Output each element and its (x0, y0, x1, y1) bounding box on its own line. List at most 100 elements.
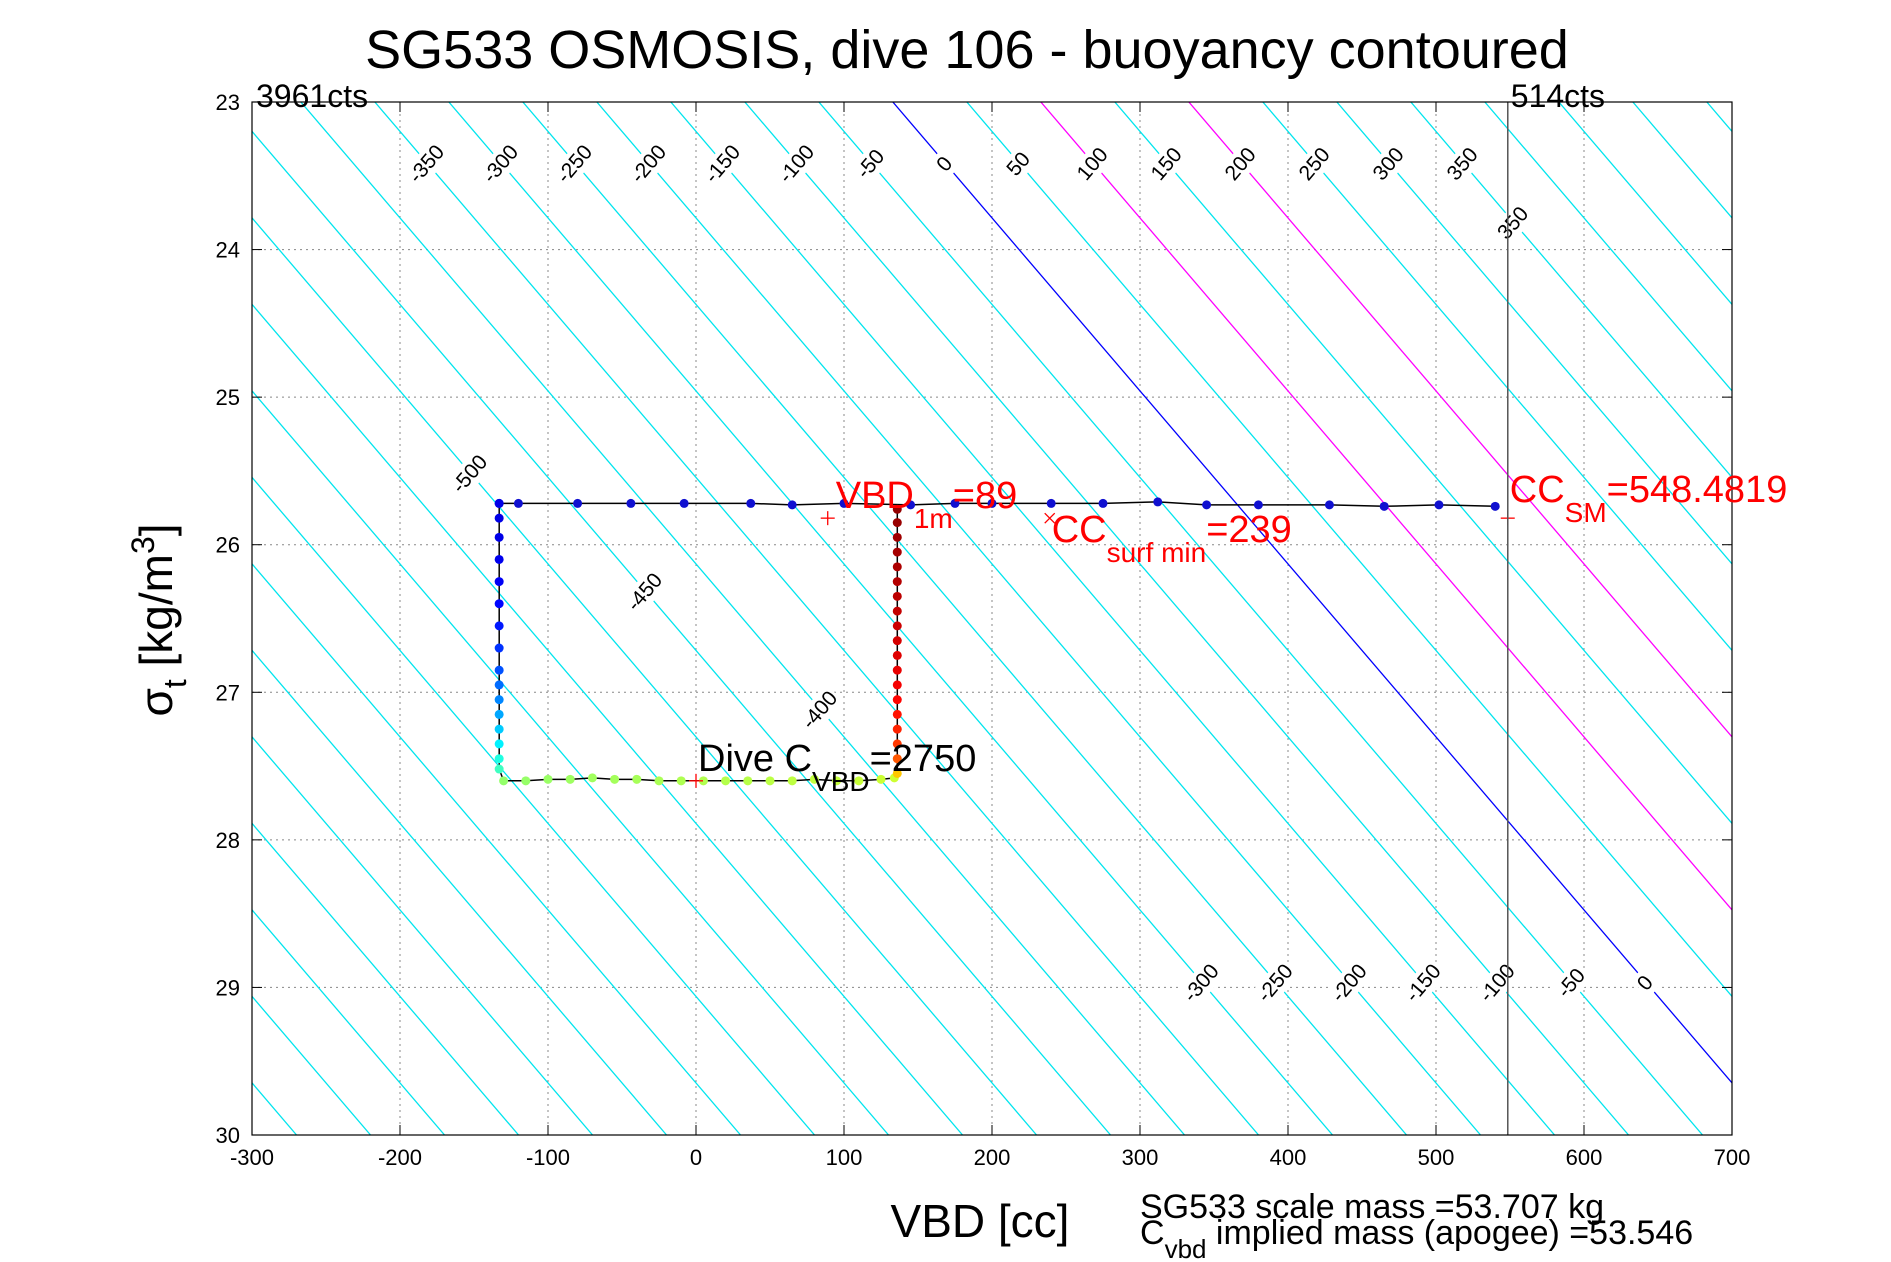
y-tick-label: 27 (216, 680, 240, 705)
surface-point (679, 498, 689, 508)
contour-line (1484, 102, 1732, 392)
ascent-point (892, 562, 902, 572)
bottom-point (521, 776, 531, 786)
ascent-point (892, 504, 902, 514)
vbd-1m-sub: 1m (914, 503, 953, 534)
contour-label-bg (402, 138, 452, 190)
surface-point (1434, 500, 1444, 510)
contour-line-highlight (1188, 102, 1732, 738)
contour-line (596, 102, 1482, 1135)
ascent-point (892, 680, 902, 690)
surface-point (626, 498, 636, 508)
x-tick-label: -200 (378, 1145, 422, 1170)
descent-point (494, 621, 504, 631)
cc-sm-value: =548.4819 (1607, 469, 1788, 511)
contour-label-bg (795, 684, 845, 736)
dive-cvbd-annotation: Dive CVBD=2750 (698, 738, 976, 797)
contour-label-bg (1630, 969, 1660, 998)
x-tick-label: 100 (826, 1145, 863, 1170)
bottom-point (787, 776, 797, 786)
descent-point (494, 577, 504, 587)
descent-point (494, 498, 504, 508)
cc-surf-min-value: =239 (1206, 509, 1292, 551)
contour-line (522, 102, 1408, 1135)
contour-label-bg (1144, 141, 1189, 188)
x-axis-label: VBD [cc] (891, 1195, 1070, 1247)
contour-label-bg (1491, 200, 1536, 247)
top-left-label: 3961cts (256, 78, 368, 114)
ascent-point (892, 739, 902, 749)
ascent-point (892, 695, 902, 705)
contour-label-bg (550, 138, 600, 190)
contour-label-bg (930, 150, 960, 179)
contour-label-bg (445, 448, 495, 500)
dive-cvbd-sub: VBD (812, 766, 870, 797)
surface-point (746, 498, 756, 508)
descent-point (494, 532, 504, 542)
cc-surf-min-annotation: CCsurf min=239 (1052, 509, 1292, 568)
surface-point (1046, 498, 1056, 508)
contour-line (252, 130, 1112, 1135)
bottom-point (587, 773, 597, 783)
bottom-point (565, 774, 575, 784)
contour-label-bg (620, 566, 670, 618)
cc-sm-sub: SM (1565, 497, 1607, 528)
x-tick-label: 700 (1714, 1145, 1751, 1170)
contour-line (818, 102, 1704, 1135)
surface-point (1153, 497, 1163, 507)
descent-point (494, 709, 504, 719)
contour-line (1336, 102, 1732, 565)
surface-point (787, 500, 797, 510)
footer-implied-pre: C (1140, 1214, 1165, 1252)
contour-line (300, 102, 1186, 1135)
y-tick-label: 24 (216, 238, 240, 263)
bottom-point (543, 774, 553, 784)
descent-point (494, 643, 504, 653)
y-tick-label: 23 (216, 90, 240, 115)
descent-point (494, 680, 504, 690)
contour-label-bg (850, 142, 892, 186)
y-axis-label-sub: t (157, 679, 193, 688)
contour-line-highlight (1040, 102, 1732, 911)
contour-line (252, 649, 668, 1135)
descent-point (494, 754, 504, 764)
y-axis-label-unit-sup: 3 (125, 536, 161, 554)
descent-point (494, 764, 504, 774)
contour-line (252, 476, 816, 1135)
surface-point (1202, 500, 1212, 510)
ascent-point (892, 636, 902, 646)
descent-point (494, 724, 504, 734)
contour-line (1558, 102, 1732, 306)
bottom-point (765, 776, 775, 786)
contour-line (252, 389, 890, 1135)
bottom-point (721, 776, 731, 786)
axes (251, 101, 1733, 1136)
surface-point (1098, 498, 1108, 508)
ascent-point (892, 591, 902, 601)
chart-title: SG533 OSMOSIS, dive 106 - buoyancy conto… (365, 20, 1569, 80)
contour-label-bg (1250, 957, 1300, 1009)
surface-point (839, 498, 849, 508)
ascent-point (892, 709, 902, 719)
ascent-point (892, 754, 902, 764)
surface-point (1379, 501, 1389, 511)
bottom-point (632, 774, 642, 784)
contour-label-bg (624, 138, 674, 190)
surface-point (950, 498, 960, 508)
bottom-point (832, 776, 842, 786)
y-tick-label: 25 (216, 385, 240, 410)
footer-implied-post: implied mass (apogee) =53.546 (1206, 1214, 1693, 1252)
contour-label-bg (1366, 141, 1411, 188)
bottom-point (743, 776, 753, 786)
ascent-point (892, 665, 902, 675)
contour-label-bg (1324, 957, 1374, 1009)
tick-labels: -300 -200 -100 0 100 200 300 400 500 600 700 23 24 25… (216, 90, 1751, 1170)
cc-surf-min-marker-b (1044, 512, 1056, 524)
cc-surf-min-label: CC (1052, 509, 1107, 551)
bottom-point (499, 776, 509, 786)
vbd-1m-annotation: VBD1m=89 (836, 475, 1018, 534)
descent-point (494, 513, 504, 523)
surface-point (513, 498, 523, 508)
x-tick-label: -100 (526, 1145, 570, 1170)
